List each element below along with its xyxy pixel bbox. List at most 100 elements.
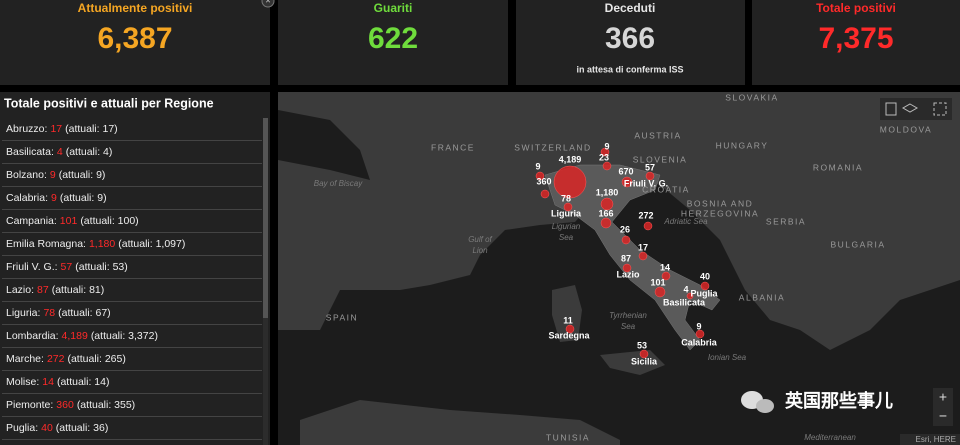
- region-row[interactable]: Basilicata: 4 (attuali: 4): [6, 146, 112, 158]
- country-label: AUSTRIA: [634, 130, 681, 140]
- region-current: (attuali: 100): [80, 215, 138, 227]
- case-bubble[interactable]: [639, 349, 649, 359]
- basemap-icon[interactable]: [933, 102, 947, 116]
- country-label: HUNGARY: [716, 140, 769, 150]
- case-bubble[interactable]: [654, 286, 666, 298]
- case-bubble[interactable]: [535, 171, 545, 181]
- region-total: 101: [60, 215, 78, 227]
- case-bubble[interactable]: [563, 202, 573, 212]
- case-bubble[interactable]: [565, 324, 575, 334]
- region-row[interactable]: Emilia Romagna: 1,180 (attuali: 1,097): [6, 238, 185, 250]
- sea-label: Adriatic Sea: [663, 217, 708, 226]
- sea-label: Ligurian: [552, 222, 581, 231]
- case-count: 40: [700, 271, 710, 281]
- card-value: 7,375: [818, 22, 893, 55]
- close-button[interactable]: [261, 0, 275, 8]
- region-label: Lazio: [616, 269, 640, 279]
- region-row[interactable]: Lombardia: 4,189 (attuali: 3,372): [6, 330, 158, 342]
- region-row[interactable]: Friuli V. G.: 57 (attuali: 53): [6, 261, 128, 273]
- region-row[interactable]: Puglia: 40 (attuali: 36): [6, 422, 108, 434]
- country-label: TUNISIA: [546, 432, 590, 442]
- case-bubble[interactable]: [540, 189, 550, 199]
- case-bubble[interactable]: [621, 235, 631, 245]
- region-row[interactable]: Lazio: 87 (attuali: 81): [6, 284, 104, 296]
- region-row[interactable]: Piemonte: 360 (attuali: 355): [6, 399, 135, 411]
- island: [552, 285, 582, 342]
- region-name: Campania:: [6, 215, 57, 227]
- card-value: 366: [605, 22, 655, 55]
- case-bubble[interactable]: [600, 147, 610, 157]
- region-total: 272: [47, 353, 65, 365]
- country-label: SERBIA: [766, 216, 806, 226]
- country-label: FRANCE: [431, 142, 475, 152]
- case-count: 57: [645, 162, 655, 172]
- country-label: MOLDOVA: [880, 124, 932, 134]
- region-name: Molise:: [6, 376, 39, 388]
- country-label: SWITZERLAND: [514, 142, 591, 152]
- case-count: 4,189: [559, 154, 582, 164]
- case-bubble[interactable]: [602, 161, 612, 171]
- region-panel: [0, 92, 270, 445]
- case-bubble[interactable]: [661, 271, 671, 281]
- card-label: Guariti: [374, 1, 413, 15]
- case-count: 14: [660, 262, 670, 272]
- case-bubble[interactable]: [553, 165, 587, 199]
- region-name: Bolzano:: [6, 169, 47, 181]
- region-total: 78: [43, 307, 55, 319]
- case-bubble[interactable]: [622, 263, 632, 273]
- card: [0, 0, 270, 85]
- case-bubble[interactable]: [686, 292, 694, 300]
- case-bubble[interactable]: [621, 176, 633, 188]
- case-bubble[interactable]: [700, 281, 710, 291]
- region-current: (attuali: 9): [60, 192, 107, 204]
- region-row[interactable]: Marche: 272 (attuali: 265): [6, 353, 126, 365]
- scrollbar-thumb[interactable]: [263, 118, 268, 318]
- region-row[interactable]: Liguria: 78 (attuali: 67): [6, 307, 111, 319]
- case-bubble[interactable]: [600, 197, 614, 211]
- region-name: Basilicata:: [6, 146, 54, 158]
- region-current: (attuali: 4): [66, 146, 113, 158]
- land-mass: [278, 92, 960, 350]
- region-name: Marche:: [6, 353, 44, 365]
- island: [600, 350, 665, 375]
- card: [516, 0, 745, 85]
- case-bubble[interactable]: [695, 329, 705, 339]
- region-total: 1,180: [89, 238, 115, 250]
- layers-icon[interactable]: [901, 103, 919, 113]
- region-name: Liguria:: [6, 307, 40, 319]
- card-value: 6,387: [97, 22, 172, 55]
- card: [752, 0, 960, 85]
- case-bubble[interactable]: [638, 251, 648, 261]
- list-icon[interactable]: [885, 102, 897, 116]
- country-label: BULGARIA: [831, 239, 886, 249]
- case-count: 17: [638, 242, 648, 252]
- zoom-out[interactable]: −: [939, 408, 947, 424]
- region-row[interactable]: Molise: 14 (attuali: 14): [6, 376, 109, 388]
- region-row[interactable]: Campania: 101 (attuali: 100): [6, 215, 139, 227]
- region-current: (attuali: 265): [67, 353, 125, 365]
- case-bubble[interactable]: [643, 221, 653, 231]
- country-label: BOSNIA AND: [687, 198, 754, 208]
- region-current: (attuali: 3,372): [91, 330, 158, 342]
- sea-label: Mediterranean: [804, 433, 856, 442]
- case-bubble[interactable]: [600, 217, 612, 229]
- zoom-in[interactable]: +: [939, 389, 947, 405]
- region-list: Abruzzo: 17 (attuali: 17)Basilicata: 4 (attu…: [2, 123, 262, 440]
- case-bubble[interactable]: [645, 171, 655, 181]
- region-current: (attuali: 67): [58, 307, 111, 319]
- case-count: 9: [604, 141, 609, 151]
- zoom-control: [933, 388, 953, 426]
- region-row[interactable]: Abruzzo: 17 (attuali: 17): [6, 123, 118, 135]
- sea-label: Sea: [621, 322, 636, 331]
- case-count: 360: [536, 176, 551, 186]
- region-current: (attuali: 9): [59, 169, 106, 181]
- case-count: 26: [620, 224, 630, 234]
- region-current: (attuali: 355): [77, 399, 135, 411]
- region-row[interactable]: Bolzano: 9 (attuali: 9): [6, 169, 105, 181]
- region-total: 87: [37, 284, 49, 296]
- region-row[interactable]: Calabria: 9 (attuali: 9): [6, 192, 107, 204]
- region-total: 4: [57, 146, 63, 158]
- close-icon[interactable]: ×: [265, 0, 270, 5]
